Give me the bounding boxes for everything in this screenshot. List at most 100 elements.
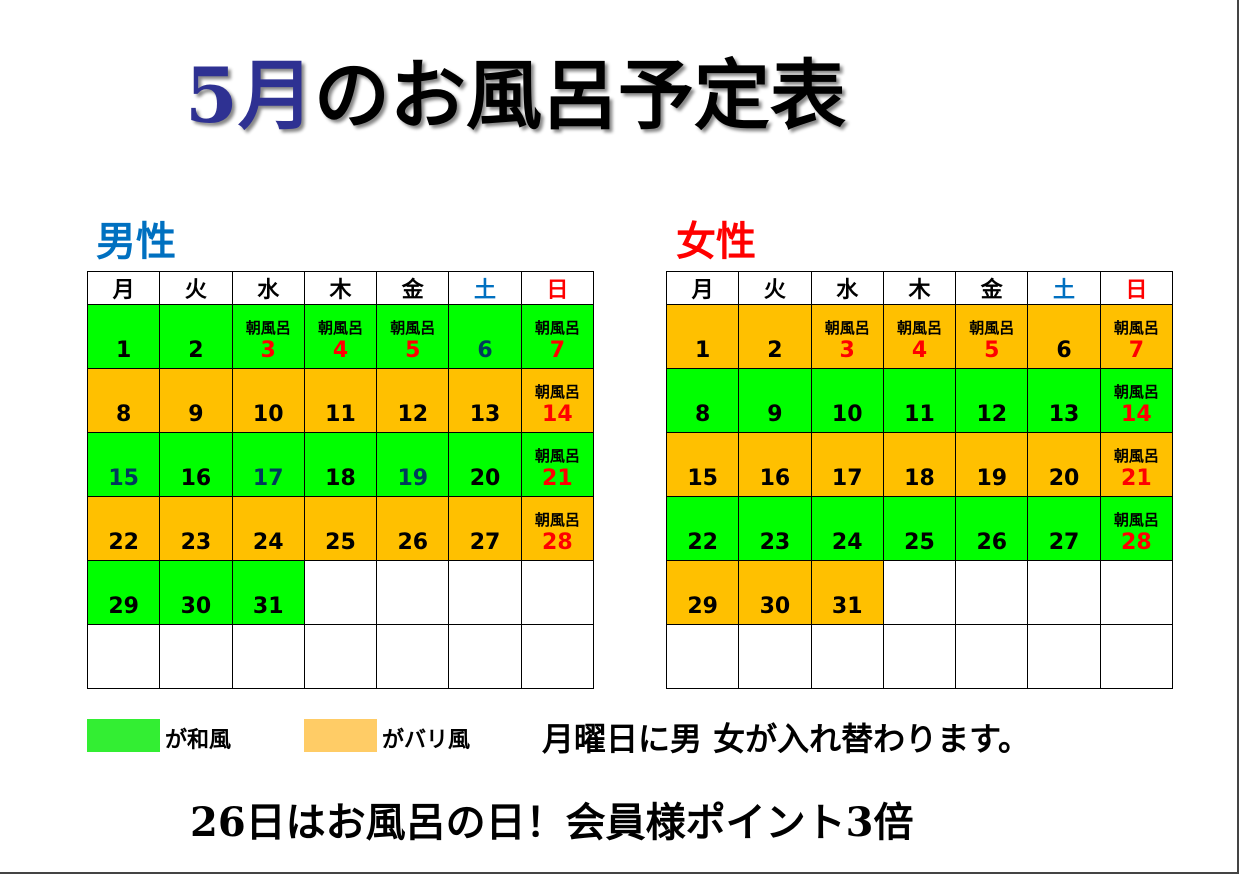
legend-orange-swatch: [304, 719, 377, 752]
morning-bath-note: 朝風呂: [1113, 447, 1159, 465]
calendar-day-cell: [520, 560, 595, 625]
day-number: 12: [976, 402, 1008, 427]
day-number: 30: [180, 594, 212, 619]
calendar-day-cell: 朝風呂 3: [810, 304, 884, 369]
day-number: 22: [108, 530, 139, 555]
calendar-day-cell: 20: [448, 432, 522, 497]
calendar-day-cell: 22: [86, 496, 161, 561]
day-number: 1: [115, 338, 132, 363]
calendar-day-cell: 9: [738, 368, 812, 433]
calendar-day-cell: 12: [376, 368, 450, 433]
calendar-day-cell: 朝風呂 28: [520, 496, 595, 561]
calendar-day-cell: [86, 624, 161, 689]
weekday-0: 月: [86, 271, 161, 305]
calendar-day-cell: 朝風呂 5: [955, 304, 1029, 369]
day-number: 31: [831, 594, 863, 619]
calendar-day-cell: 朝風呂 21: [520, 432, 595, 497]
weekday-1: 火: [159, 271, 233, 305]
calendar-day-cell: 11: [882, 368, 957, 433]
weekday-header: 月火水木金土日: [665, 271, 1174, 305]
women-calendar: 月火水木金土日 1 2 朝風呂 3 朝風呂 4 朝風呂 5 6 朝風呂 7 8 9 10 11 12 13 朝風呂…: [665, 271, 1174, 689]
calendar-day-cell: 31: [810, 560, 884, 625]
day-number: 21: [542, 466, 573, 491]
calendar-day-cell: [738, 624, 812, 689]
calendar-day-cell: [376, 624, 450, 689]
day-number: 10: [831, 402, 863, 427]
calendar-week-row: [665, 624, 1174, 689]
day-number: 13: [1048, 402, 1080, 427]
calendar-day-cell: 朝風呂 4: [882, 304, 957, 369]
calendar-day-cell: 10: [231, 368, 305, 433]
weekday-4: 金: [376, 271, 450, 305]
women-calendar-label: 女性: [676, 219, 756, 265]
calendar-week-row: 8 9 10 11 12 13 朝風呂 14: [86, 368, 595, 433]
calendar-day-cell: 6: [1027, 304, 1101, 369]
day-number: 21: [1121, 466, 1152, 491]
day-number: 6: [1056, 338, 1072, 363]
calendar-week-row: 8 9 10 11 12 13 朝風呂 14: [665, 368, 1174, 433]
day-number: 22: [687, 530, 718, 555]
calendar-day-cell: 1: [665, 304, 740, 369]
calendar-day-cell: 朝風呂 14: [1099, 368, 1174, 433]
swap-note: 月曜日に男 女が入れ替わります。: [542, 720, 1030, 758]
day-number: 17: [252, 466, 284, 491]
day-number: 19: [976, 466, 1008, 491]
calendar-week-row: [86, 624, 595, 689]
morning-bath-note: 朝風呂: [896, 319, 942, 337]
day-number: 16: [180, 466, 212, 491]
morning-bath-note: 朝風呂: [534, 319, 580, 337]
calendar-day-cell: 朝風呂 4: [303, 304, 378, 369]
weekday-6: 日: [1099, 271, 1174, 305]
calendar-day-cell: [159, 624, 233, 689]
calendar-day-cell: 1: [86, 304, 161, 369]
calendar-day-cell: 18: [303, 432, 378, 497]
calendar-day-cell: [955, 624, 1029, 689]
calendar-day-cell: 朝風呂 21: [1099, 432, 1174, 497]
day-number: 4: [911, 338, 928, 363]
calendar-day-cell: [810, 624, 884, 689]
calendar-week-row: 22 23 24 25 26 27 朝風呂 28: [86, 496, 595, 561]
calendar-week-row: 29 30 31: [665, 560, 1174, 625]
calendar-day-cell: [520, 624, 595, 689]
day-number: 18: [904, 466, 935, 491]
men-calendar-label: 男性: [96, 219, 176, 265]
calendar-day-cell: 23: [159, 496, 233, 561]
weekday-5: 土: [448, 271, 522, 305]
calendar-day-cell: 16: [159, 432, 233, 497]
calendar-day-cell: 24: [231, 496, 305, 561]
day-number: 3: [839, 338, 855, 363]
calendar-day-cell: 30: [159, 560, 233, 625]
calendar-day-cell: 2: [159, 304, 233, 369]
calendar-week-row: 15 16 17 18 19 20 朝風呂 21: [86, 432, 595, 497]
day-number: 12: [397, 402, 429, 427]
weekday-4: 金: [955, 271, 1029, 305]
calendar-day-cell: 13: [448, 368, 522, 433]
morning-bath-note: 朝風呂: [534, 447, 580, 465]
calendar-week-row: 29 30 31: [86, 560, 595, 625]
weekday-2: 水: [810, 271, 884, 305]
calendar-day-cell: 22: [665, 496, 740, 561]
legend-green-label: が和風: [165, 728, 232, 753]
day-number: 6: [477, 338, 493, 363]
day-number: 29: [687, 594, 718, 619]
page-title: 5月のお風呂予定表: [185, 58, 846, 134]
calendar-day-cell: [448, 624, 522, 689]
day-number: 9: [767, 402, 783, 427]
calendar-day-cell: 13: [1027, 368, 1101, 433]
calendar-day-cell: [376, 560, 450, 625]
day-number: 27: [469, 530, 501, 555]
calendar-day-cell: 朝風呂 14: [520, 368, 595, 433]
day-number: 30: [759, 594, 791, 619]
day-number: 11: [904, 402, 935, 427]
morning-bath-note: 朝風呂: [245, 319, 291, 337]
calendar-day-cell: 15: [86, 432, 161, 497]
morning-bath-note: 朝風呂: [1113, 383, 1159, 401]
calendar-day-cell: 15: [665, 432, 740, 497]
day-number: 9: [188, 402, 204, 427]
day-number: 4: [332, 338, 349, 363]
calendar-day-cell: 朝風呂 7: [520, 304, 595, 369]
day-number: 27: [1048, 530, 1080, 555]
calendar-day-cell: [665, 624, 740, 689]
day-number: 13: [469, 402, 501, 427]
